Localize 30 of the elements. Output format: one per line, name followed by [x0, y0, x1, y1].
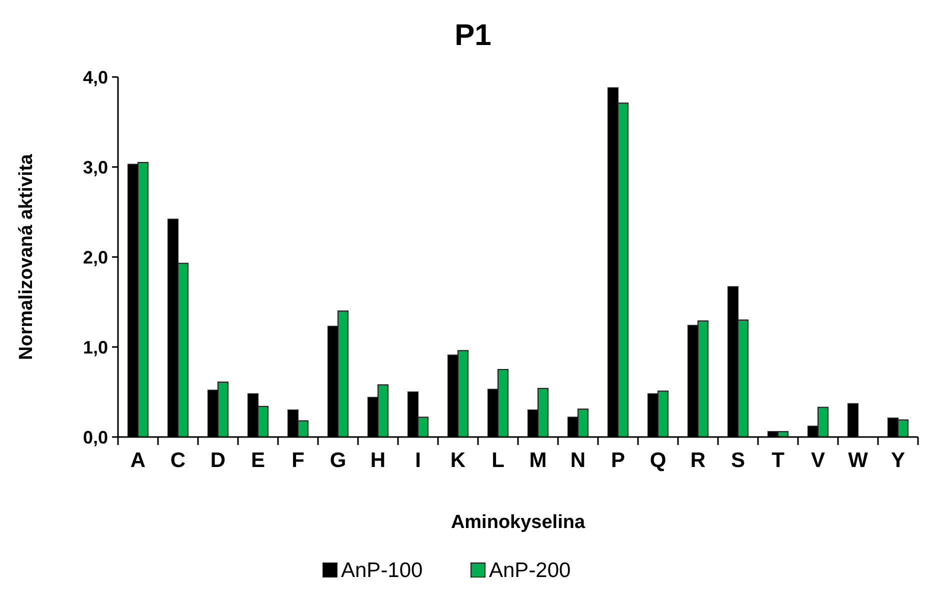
x-tick-label: I	[415, 449, 421, 472]
chart-title: P1	[454, 19, 492, 52]
y-tick-label: 1,0	[82, 337, 108, 358]
x-tick-label: W	[848, 449, 868, 472]
x-tick-label: P	[610, 449, 626, 472]
x-tick-label: E	[250, 449, 266, 472]
x-tick-label: V	[810, 449, 826, 472]
y-tick-label: 4,0	[82, 67, 108, 88]
x-tick-label: L	[492, 449, 505, 472]
legend-label: AnP-200	[489, 559, 571, 582]
x-tick-label: R	[690, 449, 706, 472]
x-tick-label: Q	[650, 449, 666, 472]
y-tick-label: 3,0	[82, 157, 108, 178]
x-tick-label: A	[130, 449, 146, 472]
x-tick-label: G	[330, 449, 346, 472]
x-tick-label: T	[772, 449, 785, 472]
x-tick-label: M	[529, 449, 547, 472]
x-tick-label: N	[570, 449, 586, 472]
x-tick-label: H	[370, 449, 386, 472]
y-tick-label: 2,0	[82, 247, 108, 268]
x-axis-title: Aminokyselina	[450, 512, 586, 533]
y-axis-title: Normalizovaná aktivita	[16, 154, 37, 360]
x-tick-label: F	[292, 449, 305, 472]
x-tick-label: D	[210, 449, 226, 472]
x-tick-label: Y	[890, 449, 906, 472]
x-tick-label: K	[450, 449, 466, 472]
y-tick-label: 0,0	[82, 427, 108, 448]
x-tick-label: S	[730, 449, 746, 472]
x-tick-label: C	[170, 449, 186, 472]
legend-label: AnP-100	[341, 559, 423, 582]
